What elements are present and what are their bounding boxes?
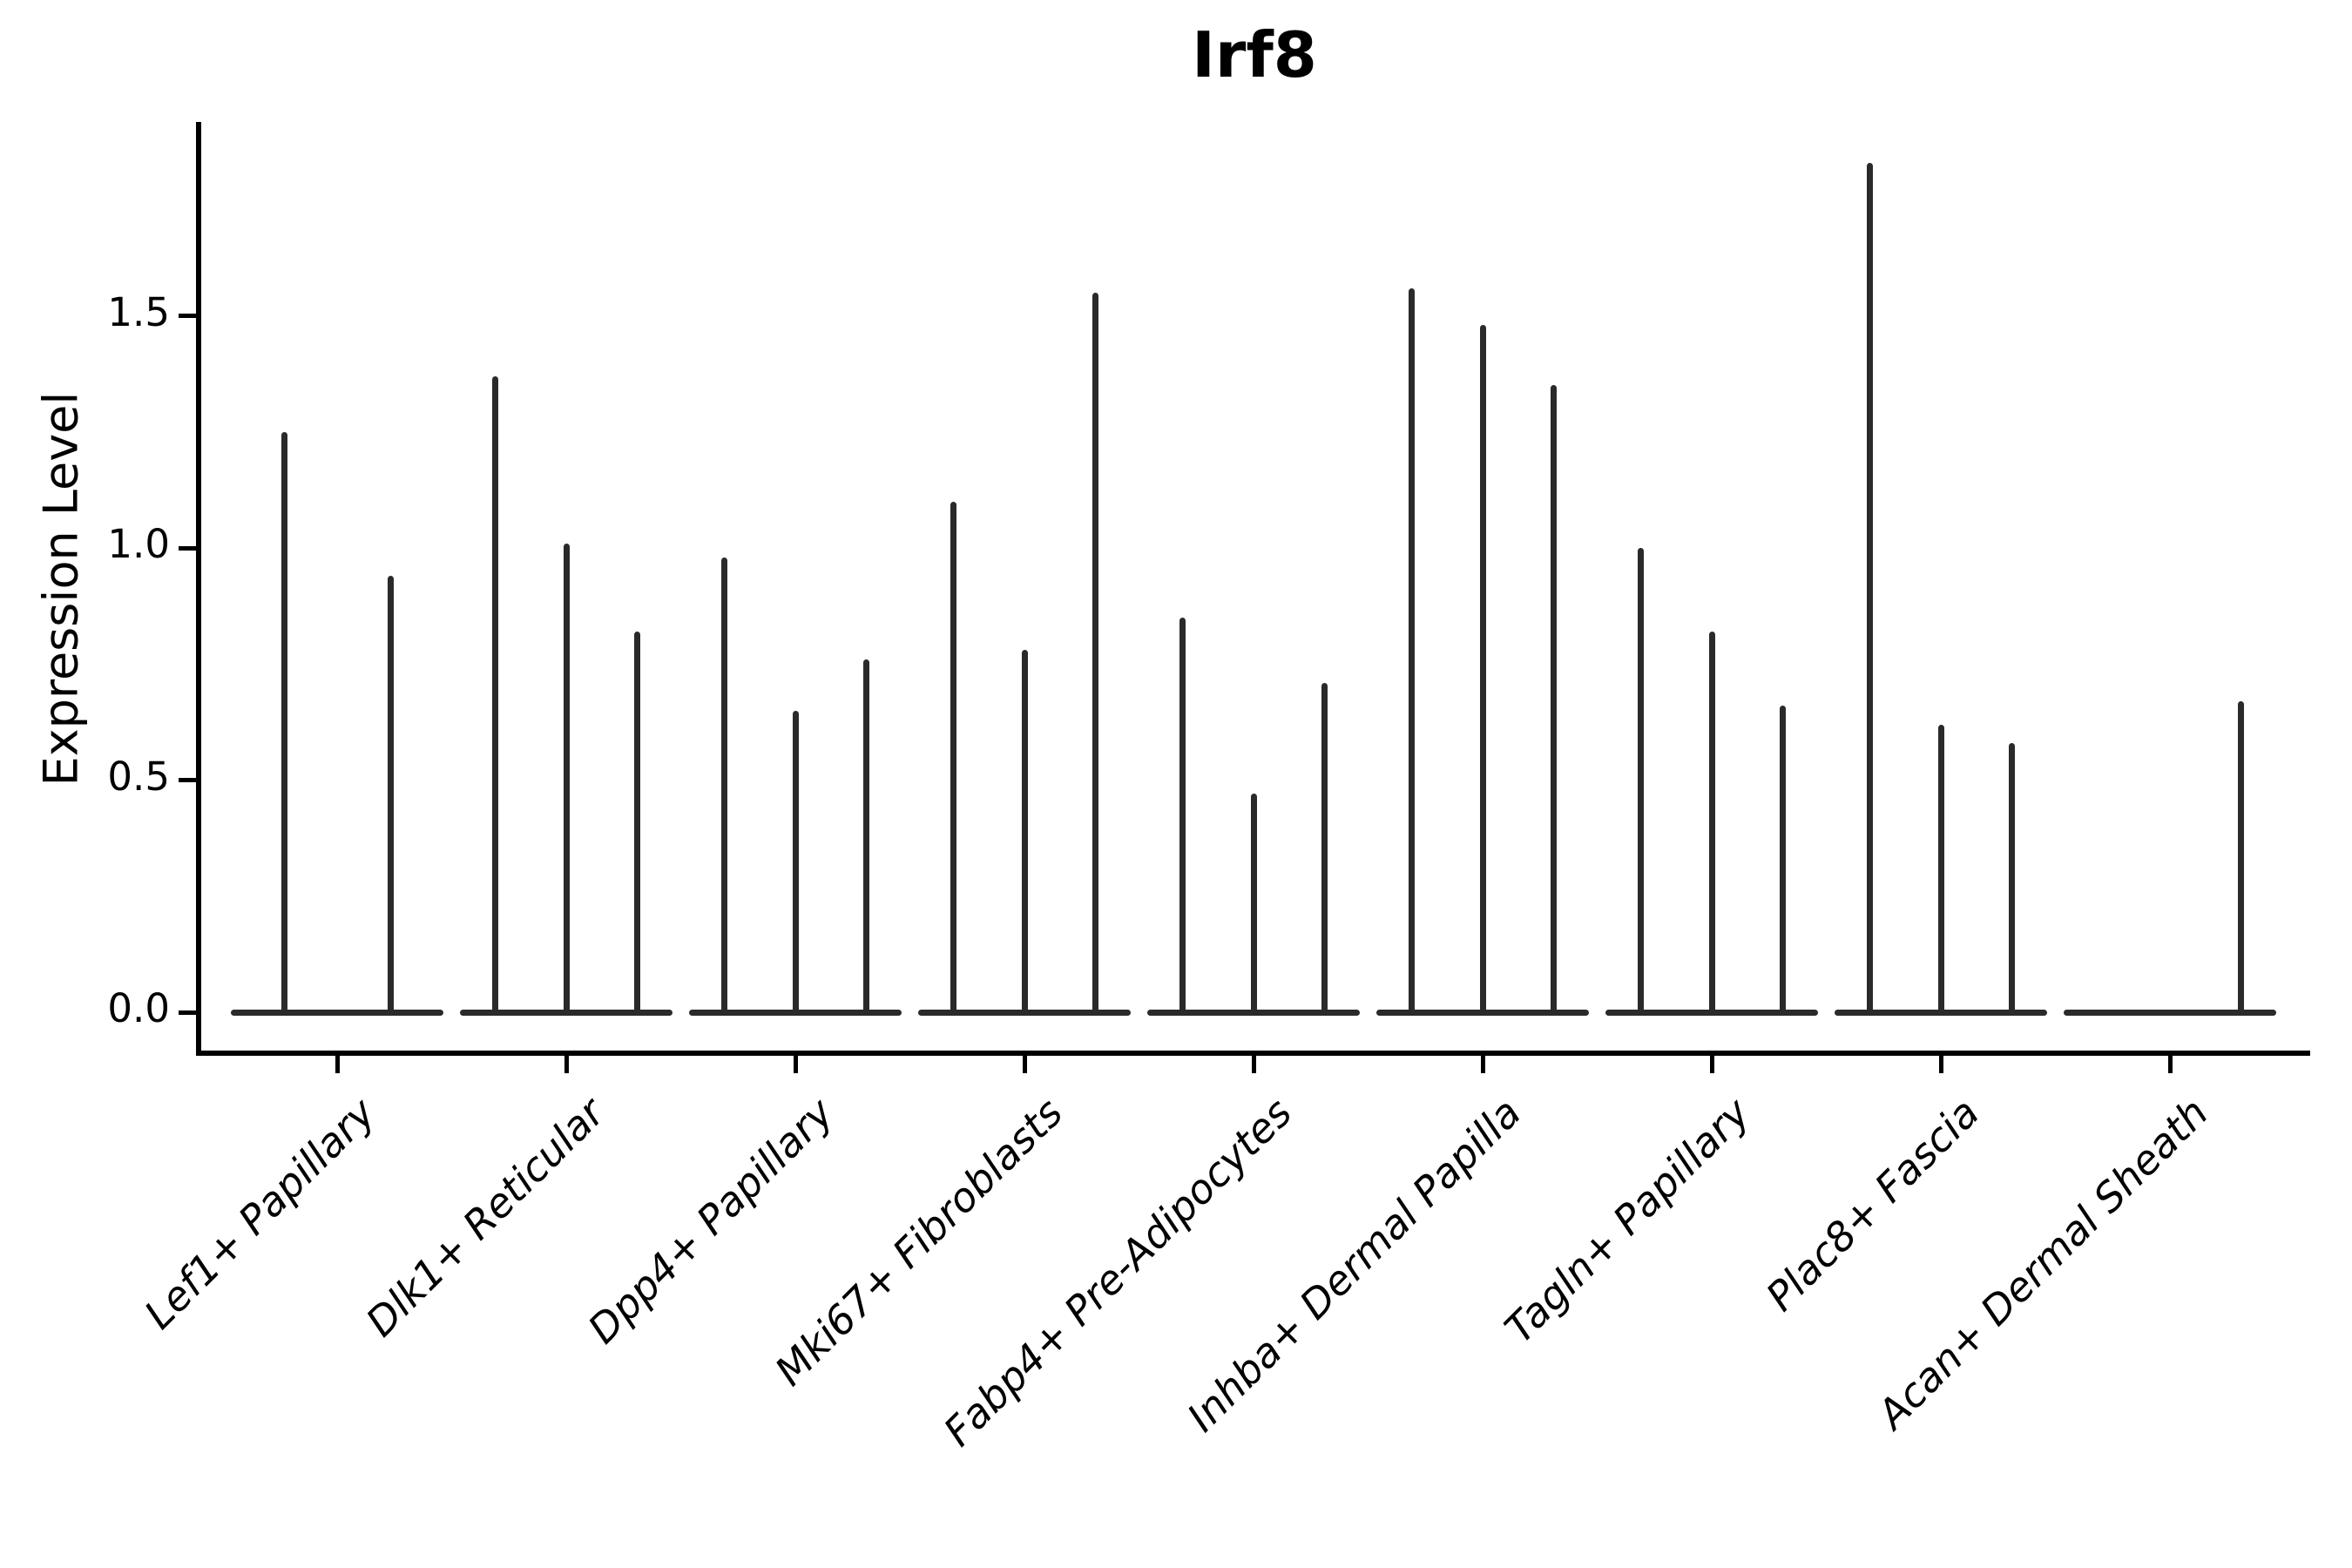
x-tick (1022, 1056, 1027, 1073)
violin-spike (2008, 742, 2015, 1012)
violin-spike (492, 375, 499, 1012)
violin-baseline (689, 1009, 902, 1016)
violin-baseline (231, 1009, 443, 1016)
violin-spike (633, 631, 640, 1012)
violin-spike (387, 575, 394, 1012)
x-axis-category-label: Mki67+ Fibroblasts (766, 1089, 1072, 1396)
violin-baseline (2064, 1009, 2276, 1016)
violin-baseline (1835, 1009, 2047, 1016)
violin-spike (1550, 385, 1557, 1012)
violin-spike (1708, 631, 1715, 1012)
x-tick (2167, 1056, 2173, 1073)
y-tick-label: 0.0 (107, 985, 170, 1031)
violin-spike (2237, 700, 2244, 1012)
y-tick-label: 1.0 (107, 521, 170, 567)
x-axis-category-label: Dpp4+ Papillary (578, 1089, 843, 1353)
x-tick (1938, 1056, 1943, 1073)
x-axis-spine (196, 1051, 2310, 1056)
x-axis-category-label: Fabp4+ Pre-Adipocytes (934, 1089, 1301, 1456)
violin-baseline (918, 1009, 1131, 1016)
violin-baseline (1376, 1009, 1589, 1016)
y-tick (179, 545, 196, 551)
violin-spike (563, 543, 570, 1012)
y-tick (179, 778, 196, 782)
violin-spike (792, 710, 799, 1012)
x-tick (1480, 1056, 1485, 1073)
violin-spike (1250, 794, 1257, 1012)
x-axis-category-label: Inhba+ Dermal Papilla (1178, 1089, 1531, 1441)
violin-spike (1937, 724, 1944, 1012)
violin-spike (1179, 617, 1186, 1012)
x-tick (1709, 1056, 1714, 1073)
violin-spike (1779, 706, 1786, 1012)
violin-baseline (460, 1009, 672, 1016)
y-axis-label: Expression Level (33, 391, 89, 787)
violin-spike (1092, 292, 1098, 1012)
violin-baseline (1147, 1009, 1360, 1016)
y-tick-label: 0.5 (107, 753, 170, 800)
x-tick (793, 1056, 798, 1073)
y-tick-label: 1.5 (107, 288, 170, 335)
x-tick (1251, 1056, 1256, 1073)
violin-spike (721, 557, 728, 1012)
violin-spike (280, 431, 287, 1012)
y-tick (179, 314, 196, 318)
violin-spike (862, 659, 869, 1012)
violin-spike (1409, 287, 1416, 1012)
violin-spike (1021, 650, 1028, 1012)
x-tick (335, 1056, 340, 1073)
violin-spike (1479, 325, 1486, 1012)
violin-spike (1867, 162, 1874, 1012)
y-axis-spine (196, 122, 201, 1056)
violin-spike (950, 501, 957, 1012)
violin-spike (1321, 682, 1328, 1012)
x-axis-category-label: Plac8+ Fascia (1756, 1089, 1989, 1321)
x-axis-category-label: Acan+ Dermal Sheath (1868, 1089, 2218, 1438)
plot-title: Irf8 (1192, 18, 1317, 91)
violin-baseline (1605, 1009, 1818, 1016)
y-tick (179, 1010, 196, 1015)
x-axis-category-label: Dlk1+ Reticular (356, 1089, 614, 1346)
x-tick (564, 1056, 569, 1073)
x-axis-category-label: Tagln+ Papillary (1495, 1089, 1760, 1353)
violin-spike (1638, 548, 1645, 1012)
